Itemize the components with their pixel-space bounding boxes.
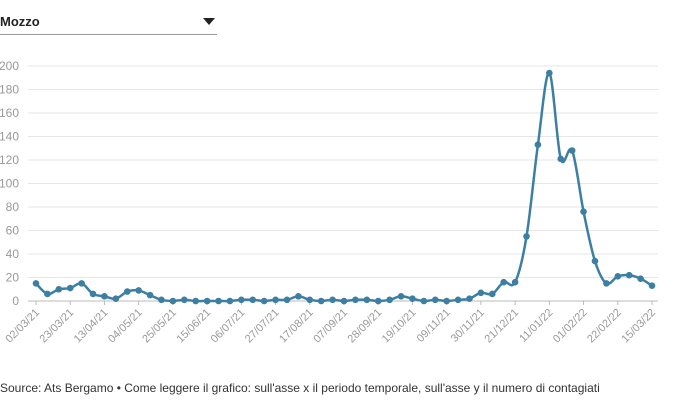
data-point <box>238 296 245 304</box>
x-tick-label: 02/03/21 <box>3 307 42 346</box>
x-tick-label: 17/08/21 <box>277 307 316 346</box>
x-tick-label: 09/11/21 <box>415 307 453 345</box>
y-tick-label: 120 <box>0 153 19 167</box>
data-point <box>317 297 325 305</box>
x-tick-label: 06/07/21 <box>209 307 248 346</box>
data-point <box>203 297 211 305</box>
data-point <box>466 295 473 302</box>
data-point <box>272 296 279 304</box>
data-point <box>32 280 40 287</box>
y-tick-label: 160 <box>0 106 19 120</box>
data-point <box>101 293 108 300</box>
x-tick-label: 13/04/21 <box>72 307 111 346</box>
data-point <box>477 289 485 297</box>
x-tick-label: 30/11/21 <box>449 307 487 345</box>
data-point <box>329 296 336 304</box>
y-tick-label: 180 <box>0 83 19 97</box>
data-point <box>340 297 348 305</box>
y-axis-ticks: 0 20 40 60 80 100 120 140 160 180 200 <box>0 59 19 308</box>
x-tick-label: 27/07/21 <box>243 307 282 346</box>
data-point <box>112 295 120 302</box>
data-point <box>283 296 291 304</box>
y-tick-label: 40 <box>6 247 20 261</box>
data-point <box>146 291 154 299</box>
data-point <box>123 288 131 295</box>
data-point <box>580 208 587 215</box>
data-point <box>431 296 439 304</box>
source-caption: Source: Ats Bergamo • Come leggere il gr… <box>0 381 600 395</box>
y-tick-label: 80 <box>6 200 20 214</box>
data-point <box>534 141 542 149</box>
data-point <box>66 284 74 292</box>
data-point <box>44 290 51 298</box>
data-point <box>454 296 462 304</box>
data-point <box>488 290 496 298</box>
data-point <box>568 147 576 154</box>
data-point <box>226 297 234 305</box>
data-point <box>55 285 63 293</box>
line-chart: 0 20 40 60 80 100 120 140 160 180 200 02/03/2123/0… <box>0 59 658 345</box>
dropdown-selected-value: Mozzo <box>0 14 40 29</box>
x-axis-ticks: 02/03/2123/03/2113/04/2104/05/2125/05/21… <box>3 301 658 345</box>
data-point <box>215 297 222 305</box>
x-tick-label: 23/03/21 <box>38 307 77 346</box>
y-tick-label: 100 <box>0 177 19 191</box>
data-point <box>397 293 405 300</box>
data-point <box>260 297 268 305</box>
data-point <box>591 257 599 265</box>
x-tick-label: 15/06/21 <box>174 307 213 346</box>
x-tick-label: 19/10/21 <box>380 307 419 346</box>
data-point <box>89 290 97 298</box>
data-point <box>295 293 302 300</box>
x-tick-label: 25/05/21 <box>140 307 179 346</box>
data-point <box>192 297 200 305</box>
data-point <box>409 295 416 302</box>
data-point <box>648 282 656 290</box>
y-tick-label: 200 <box>0 59 19 73</box>
data-point <box>249 296 257 304</box>
chevron-down-icon <box>203 18 215 25</box>
grid-lines <box>28 65 658 302</box>
data-point <box>511 278 519 286</box>
x-tick-label: 11/01/22 <box>517 307 555 345</box>
x-tick-label: 22/02/22 <box>585 307 624 346</box>
series-line <box>35 71 653 303</box>
data-point <box>523 233 530 240</box>
data-point <box>625 271 633 279</box>
data-point <box>386 296 393 304</box>
data-point <box>363 296 371 304</box>
x-tick-label: 04/05/21 <box>106 307 145 346</box>
data-point <box>180 296 188 304</box>
data-point <box>374 297 382 305</box>
data-point <box>557 155 565 163</box>
data-point <box>169 297 177 305</box>
y-tick-label: 140 <box>0 130 19 144</box>
y-tick-label: 20 <box>6 271 20 285</box>
data-point <box>603 280 610 287</box>
data-point <box>158 296 165 304</box>
data-point <box>500 278 508 286</box>
municipality-dropdown[interactable]: Mozzo <box>0 8 217 35</box>
y-tick-label: 0 <box>12 294 19 308</box>
data-point <box>614 273 622 280</box>
x-tick-label: 28/09/21 <box>346 307 385 346</box>
data-point <box>637 275 644 282</box>
x-tick-label: 15/03/22 <box>619 307 658 346</box>
data-point <box>306 296 314 304</box>
x-tick-label: 07/09/21 <box>311 307 350 346</box>
x-tick-label: 01/02/22 <box>551 307 590 346</box>
series-points <box>32 69 656 305</box>
data-point <box>352 296 359 304</box>
data-point <box>443 297 450 305</box>
data-point <box>546 69 553 77</box>
x-tick-label: 21/12/21 <box>482 307 521 346</box>
data-point <box>78 280 85 287</box>
y-tick-label: 60 <box>6 224 20 238</box>
data-point <box>135 287 142 294</box>
series-line-group <box>35 71 653 303</box>
data-point <box>420 297 428 305</box>
